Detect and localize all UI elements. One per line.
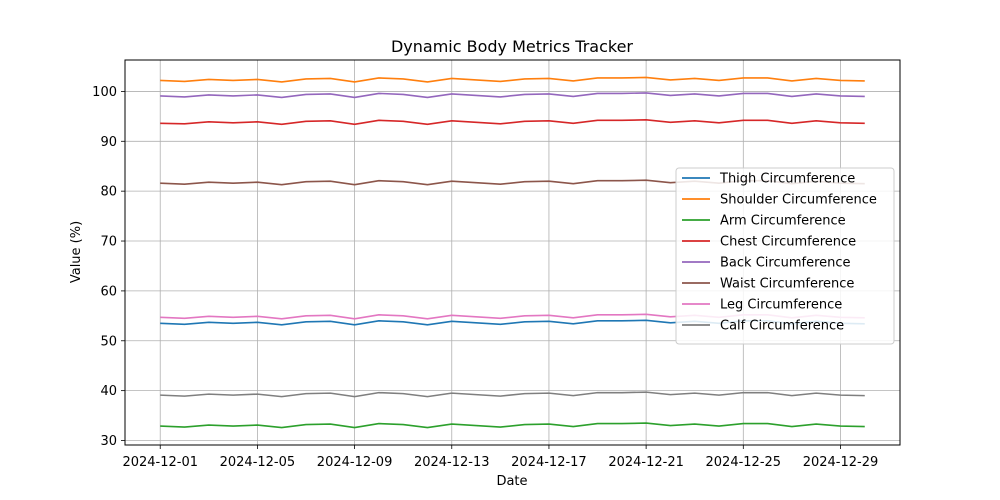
x-tick-label: 2024-12-17: [511, 455, 587, 470]
x-tick-label: 2024-12-01: [122, 455, 198, 470]
y-tick-label: 50: [100, 334, 117, 349]
series-line-back-circumference: [160, 92, 865, 99]
plot-frame: [124, 59, 901, 446]
legend-label-shoulder-circumference: Shoulder Circumference: [720, 193, 877, 208]
series-line-shoulder-circumference: [160, 76, 865, 83]
legend-label-back-circumference: Back Circumference: [720, 256, 851, 271]
y-axis: 30 40 50 60 70 80 90 100: [92, 85, 125, 449]
legend-label-thigh-circumference: Thigh Circumference: [719, 172, 855, 187]
y-tick-label: 80: [100, 185, 117, 200]
y-tick-label: 30: [100, 434, 117, 449]
y-tick-label: 60: [100, 284, 117, 299]
series-line-chest-circumference: [160, 119, 865, 126]
y-tick-label: 100: [92, 85, 117, 100]
y-tick-label: 40: [100, 384, 117, 399]
x-tick-label: 2024-12-29: [803, 455, 879, 470]
y-axis-title: Value (%): [69, 221, 84, 283]
legend-label-calf-circumference: Calf Circumference: [720, 319, 844, 334]
legend-box: [675, 167, 895, 345]
x-tick-label: 2024-12-25: [706, 455, 782, 470]
x-tick-label: 2024-12-21: [608, 455, 684, 470]
x-tick-label: 2024-12-13: [414, 455, 490, 470]
series-line-arm-circumference: [160, 422, 865, 429]
legend-label-waist-circumference: Waist Circumference: [720, 277, 854, 292]
series-line-calf-circumference: [160, 391, 865, 398]
legend-label-leg-circumference: Leg Circumference: [720, 298, 842, 313]
y-tick-label: 90: [100, 135, 117, 150]
y-tick-label: 70: [100, 235, 117, 250]
x-tick-label: 2024-12-09: [317, 455, 393, 470]
legend-label-arm-circumference: Arm Circumference: [720, 214, 846, 229]
x-tick-label: 2024-12-05: [220, 455, 296, 470]
legend-label-chest-circumference: Chest Circumference: [720, 235, 856, 250]
chart-title: Dynamic Body Metrics Tracker: [391, 37, 633, 56]
x-axis: 2024-12-01 2024-12-05 2024-12-09 2024-12-13…: [122, 445, 878, 470]
legend: Thigh Circumference Shoulder Circumferenc…: [675, 167, 895, 345]
x-axis-title: Date: [496, 474, 527, 489]
